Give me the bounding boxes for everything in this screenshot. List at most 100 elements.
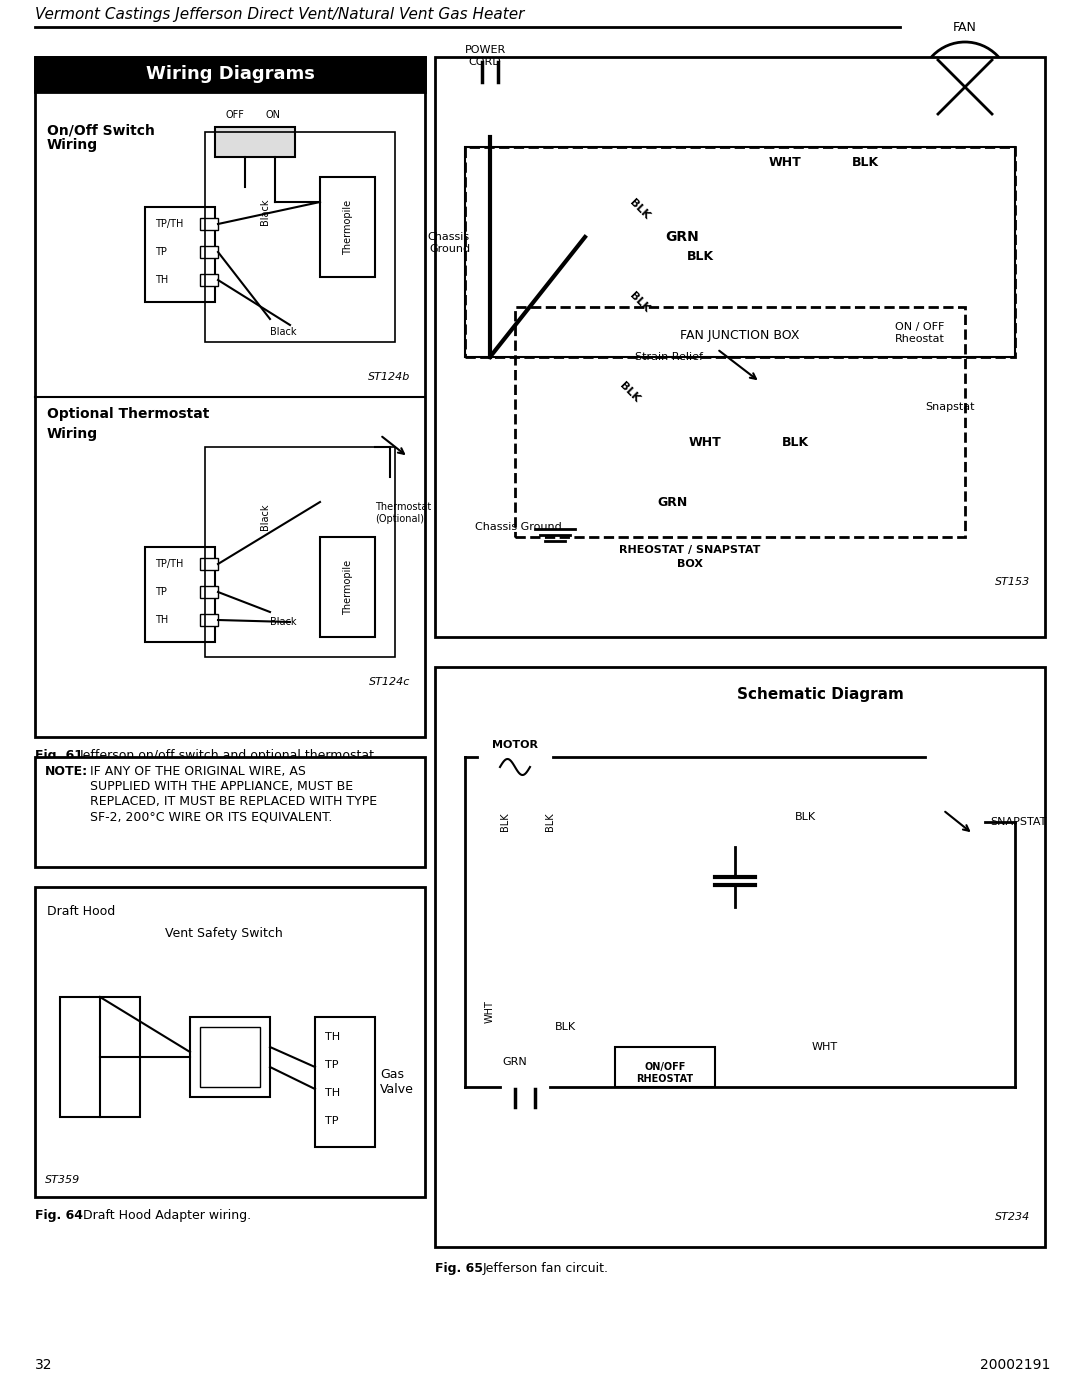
Text: GRN: GRN	[657, 496, 687, 509]
Bar	[585, 162, 675, 187]
Bar	[515, 307, 966, 536]
Bar	[500, 1106, 550, 1166]
Text: BLK: BLK	[795, 812, 815, 821]
Text: Jefferson on/off switch and optional thermostat: Jefferson on/off switch and optional the…	[80, 749, 375, 761]
Text: Jefferson fan circuit.: Jefferson fan circuit.	[483, 1261, 609, 1275]
Bar	[249, 131, 295, 152]
Bar	[320, 177, 375, 277]
Text: FAN JUNCTION BOX: FAN JUNCTION BOX	[680, 330, 800, 342]
Text: TH: TH	[156, 615, 168, 624]
Bar	[465, 147, 1015, 358]
Text: Fig. 65: Fig. 65	[435, 1261, 483, 1275]
Text: WHT: WHT	[769, 155, 801, 169]
Circle shape	[650, 402, 660, 412]
Text: TP: TP	[325, 1060, 338, 1070]
Bar	[200, 1027, 260, 1087]
Text: Black: Black	[270, 327, 297, 337]
Text: Wiring Diagrams: Wiring Diagrams	[146, 66, 314, 82]
Bar	[330, 247, 345, 263]
Text: WHT: WHT	[689, 436, 721, 448]
Text: POWER: POWER	[464, 45, 505, 54]
Text: TH: TH	[325, 1088, 340, 1098]
Bar	[315, 1017, 375, 1147]
Text: Thermopile: Thermopile	[343, 200, 353, 254]
Bar	[200, 585, 218, 598]
Text: RHEOSTAT / SNAPSTAT: RHEOSTAT / SNAPSTAT	[619, 545, 760, 555]
Text: Black: Black	[270, 617, 297, 627]
Circle shape	[305, 1090, 313, 1097]
Text: Thermopile: Thermopile	[343, 559, 353, 615]
Text: IF ANY OF THE ORIGINAL WIRE, AS
SUPPLIED WITH THE APPLIANCE, MUST BE
REPLACED, I: IF ANY OF THE ORIGINAL WIRE, AS SUPPLIED…	[90, 766, 377, 823]
Text: WHT: WHT	[485, 1000, 495, 1024]
Bar	[200, 246, 218, 258]
Text: TP: TP	[156, 247, 167, 257]
Bar	[470, 82, 510, 137]
Text: BLK: BLK	[687, 250, 714, 264]
Text: circuit.: circuit.	[45, 761, 87, 775]
Text: CORD: CORD	[469, 57, 501, 67]
Text: Gas
Valve: Gas Valve	[380, 1067, 414, 1097]
Text: TP/TH: TP/TH	[156, 559, 184, 569]
Bar	[200, 274, 218, 286]
Text: Draft Hood Adapter wiring.: Draft Hood Adapter wiring.	[83, 1208, 252, 1222]
Text: BLK: BLK	[782, 436, 809, 448]
Text: ST153: ST153	[995, 577, 1030, 587]
Text: BLK: BLK	[629, 291, 652, 314]
Text: Fig. 61: Fig. 61	[35, 749, 83, 761]
Bar	[35, 57, 426, 92]
Bar	[435, 57, 1045, 637]
Text: BLK: BLK	[545, 813, 555, 831]
Bar	[595, 162, 675, 187]
Bar	[215, 127, 295, 156]
Circle shape	[620, 488, 650, 517]
Text: MOTOR: MOTOR	[492, 740, 538, 750]
Text: ST124b: ST124b	[367, 372, 410, 381]
Bar	[320, 536, 375, 637]
Text: BLK: BLK	[618, 380, 642, 404]
Bar	[35, 57, 426, 738]
Text: BOX: BOX	[677, 559, 703, 569]
Text: (Optional): (Optional)	[375, 514, 424, 524]
Text: Chassis: Chassis	[428, 232, 470, 242]
Text: Wiring: Wiring	[48, 427, 98, 441]
Text: ST359: ST359	[45, 1175, 80, 1185]
Text: TP: TP	[325, 1116, 338, 1126]
Text: Schematic Diagram: Schematic Diagram	[737, 687, 904, 703]
Text: ON: ON	[265, 110, 280, 120]
Bar	[585, 257, 675, 282]
Bar	[465, 147, 1015, 358]
Bar	[205, 131, 395, 342]
Text: Chassis Ground: Chassis Ground	[475, 522, 562, 532]
Text: Snapstat: Snapstat	[924, 402, 974, 412]
Text: On/Off Switch: On/Off Switch	[48, 123, 154, 137]
Bar	[200, 557, 218, 570]
Text: BLK: BLK	[500, 813, 510, 831]
Text: TP: TP	[156, 587, 167, 597]
Bar	[145, 548, 215, 643]
Text: TH: TH	[156, 275, 168, 285]
Text: Vermont Castings Jefferson Direct Vent/Natural Vent Gas Heater: Vermont Castings Jefferson Direct Vent/N…	[35, 7, 525, 22]
Bar	[200, 218, 218, 231]
Text: Black: Black	[260, 198, 270, 225]
Bar	[585, 409, 675, 432]
Text: RHEOSTAT: RHEOSTAT	[636, 1074, 693, 1084]
Text: 32: 32	[35, 1358, 53, 1372]
Text: Rheostat: Rheostat	[895, 334, 945, 344]
Text: GRN: GRN	[665, 231, 699, 244]
Circle shape	[617, 219, 653, 256]
Text: BLK: BLK	[554, 1023, 576, 1032]
Text: NOTE:: NOTE:	[45, 766, 89, 778]
Circle shape	[690, 402, 700, 412]
Bar	[200, 615, 218, 626]
Bar	[35, 757, 426, 868]
Text: TH: TH	[325, 1032, 340, 1042]
Text: Black: Black	[260, 504, 270, 531]
Text: ST124c: ST124c	[368, 678, 410, 687]
Bar	[35, 887, 426, 1197]
Text: Wiring: Wiring	[48, 138, 98, 152]
Text: ST234: ST234	[995, 1213, 1030, 1222]
Text: WHT: WHT	[812, 1042, 838, 1052]
Text: OFF: OFF	[225, 110, 244, 120]
Circle shape	[305, 1032, 313, 1041]
Bar	[205, 447, 395, 657]
